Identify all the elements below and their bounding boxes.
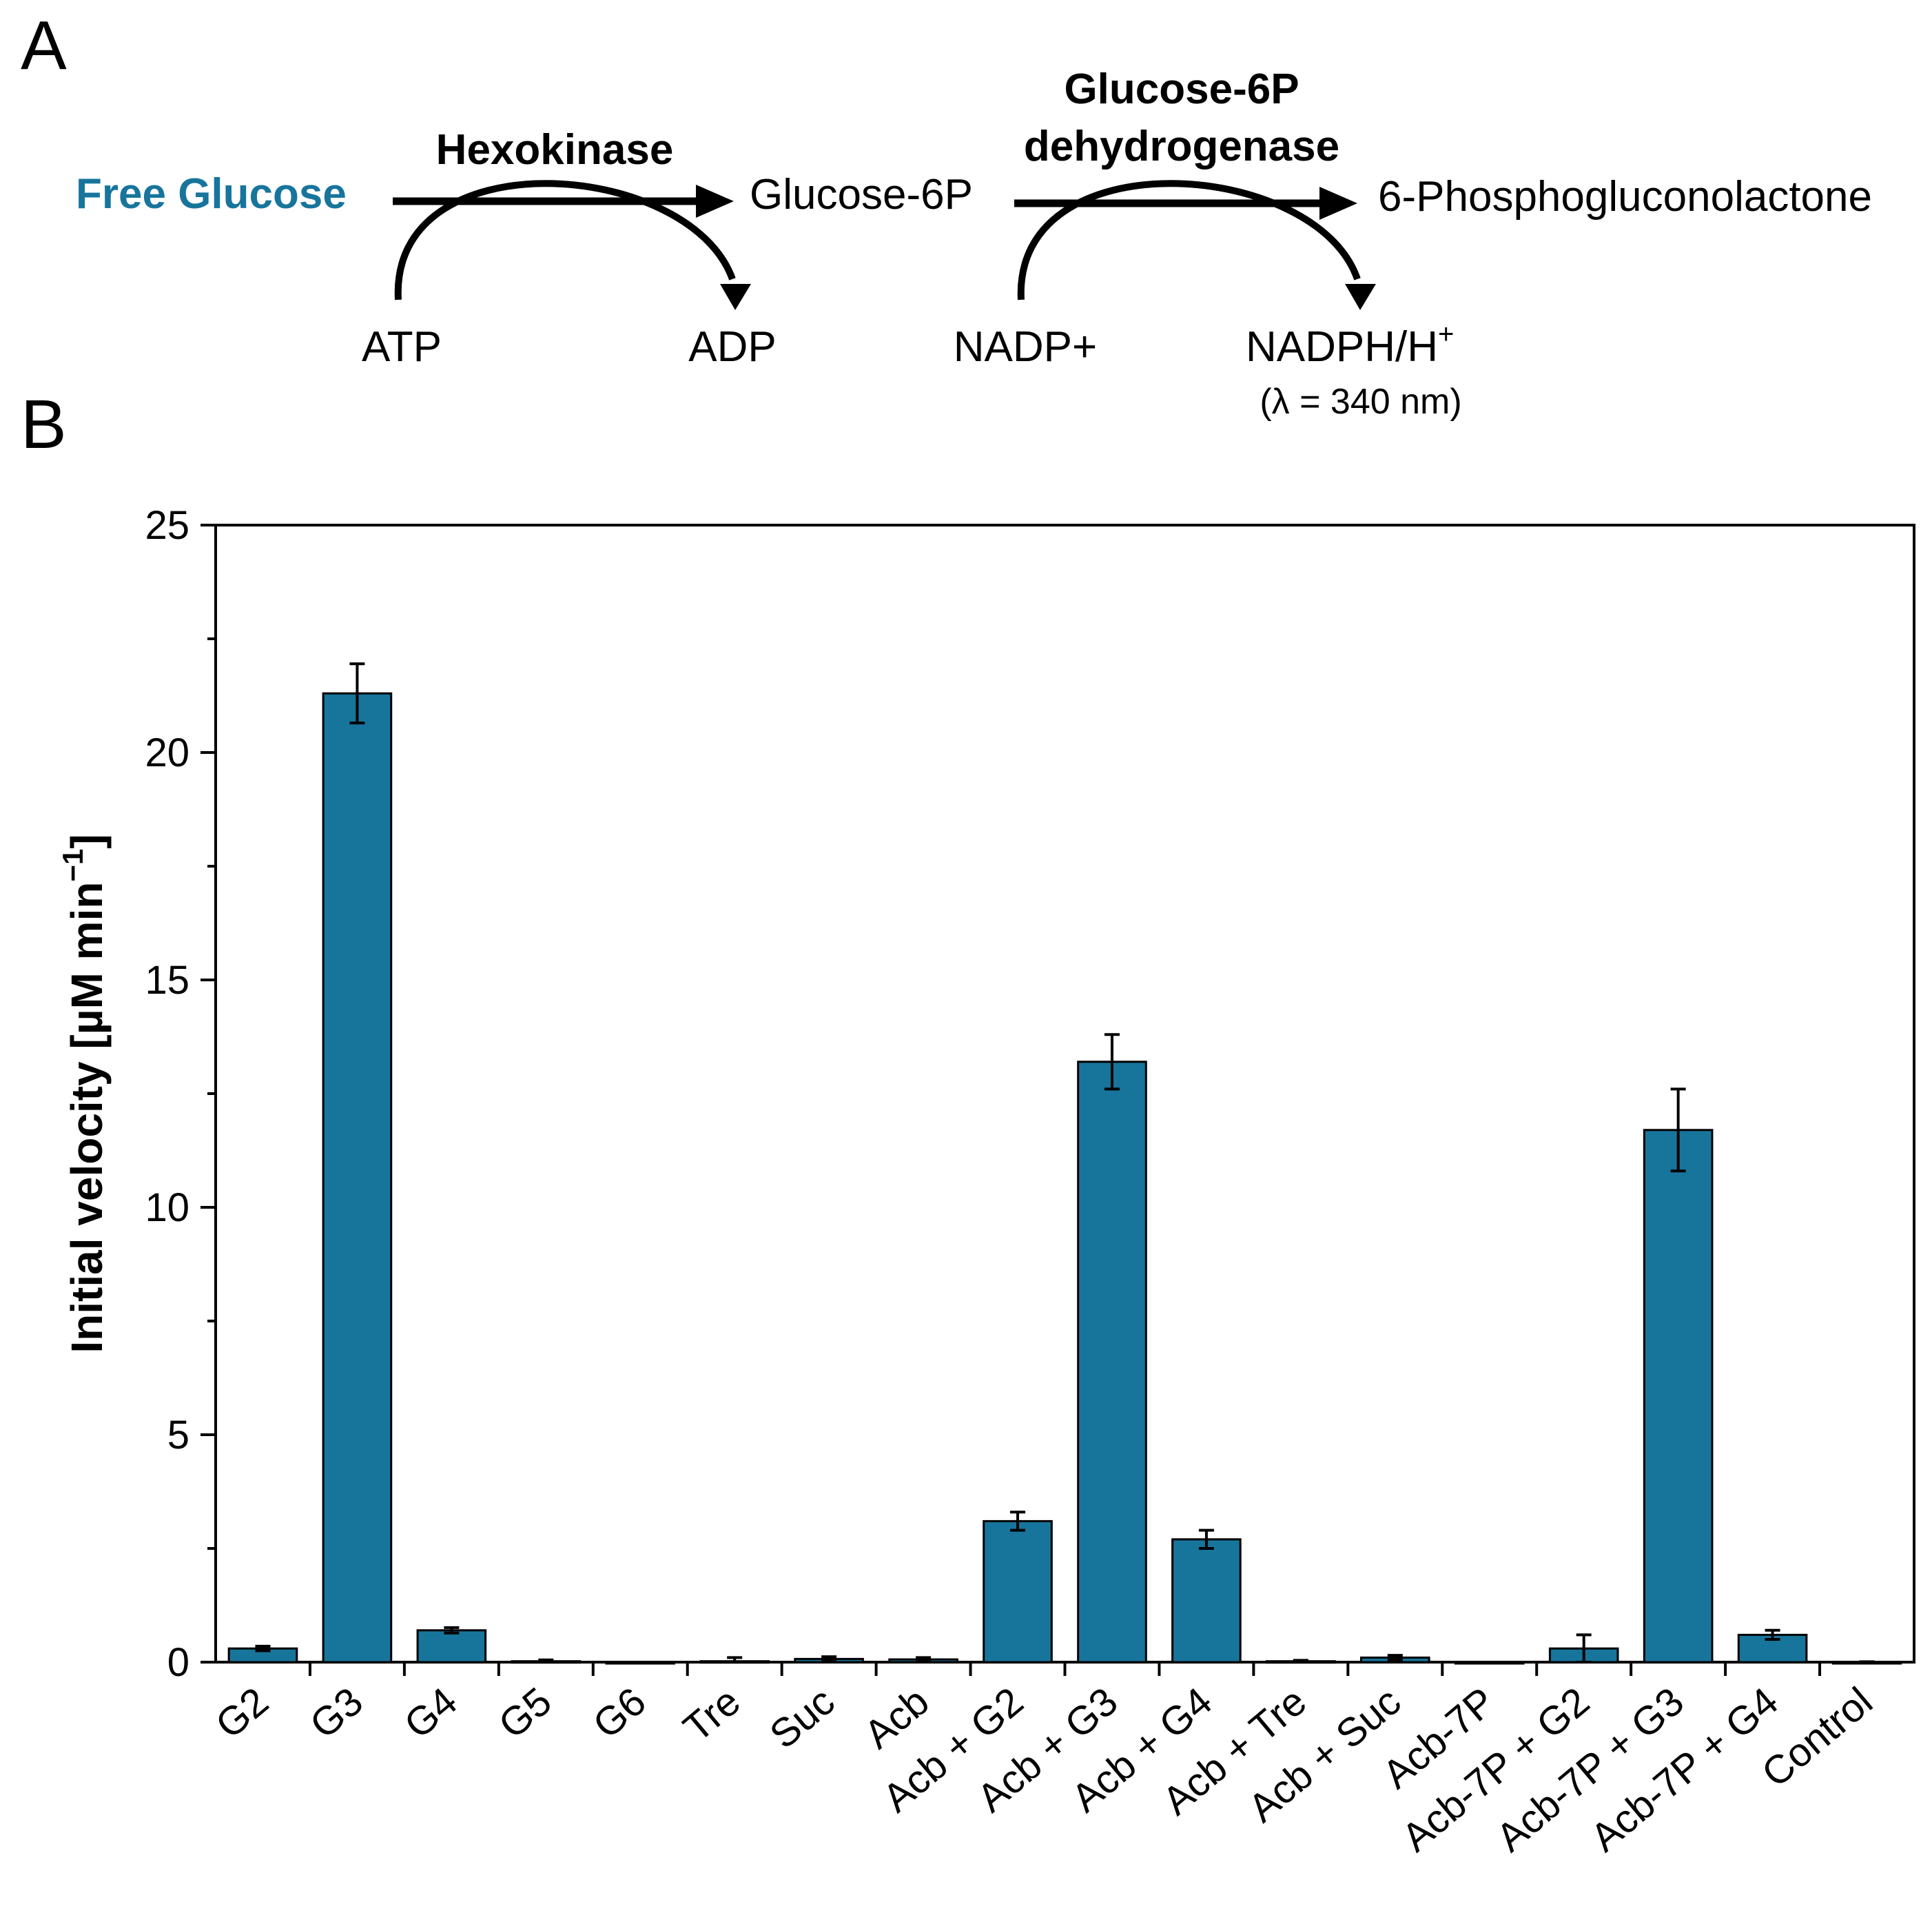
x-axis-ticks — [308, 1662, 1822, 1676]
nadp-nadph-arrowhead — [1345, 284, 1376, 310]
panel-b-label: B — [21, 386, 67, 463]
y-tick-label: 0 — [167, 1640, 189, 1685]
error-bar — [1670, 1087, 1686, 1173]
atp-adp-curved-arrow — [394, 180, 736, 300]
bar — [1077, 1061, 1147, 1664]
y-tick-label: 5 — [167, 1413, 189, 1457]
enzyme-g6pdh-label-line1: Glucose-6P — [1064, 65, 1299, 113]
bar — [1171, 1538, 1242, 1664]
error-bar — [727, 1656, 743, 1664]
error-bar — [1010, 1511, 1026, 1532]
error-bar — [1387, 1654, 1403, 1661]
error-bar — [821, 1655, 837, 1663]
error-bars — [255, 662, 1875, 1664]
x-tick-label: G6 — [585, 1679, 655, 1748]
g6pdh-arrow — [1014, 187, 1357, 220]
error-bar — [1198, 1528, 1214, 1550]
cofactor-atp: ATP — [362, 323, 442, 371]
y-tick-label: 10 — [145, 1185, 189, 1230]
error-bar — [349, 662, 365, 725]
error-bar — [1859, 1660, 1875, 1664]
error-bar — [1576, 1633, 1592, 1664]
panel-a: A Free Glucose Hexokinase Glucose-6P Glu… — [21, 7, 1872, 422]
substrate-free-glucose: Free Glucose — [76, 170, 347, 218]
wavelength-note: (λ = 340 nm) — [1260, 382, 1461, 422]
error-bar — [444, 1626, 460, 1635]
error-bar — [538, 1658, 554, 1664]
x-tick-label: G4 — [396, 1679, 466, 1748]
bar — [1643, 1129, 1714, 1664]
bar — [1454, 1661, 1525, 1665]
y-tick-label: 15 — [145, 958, 189, 1003]
y-axis-label: Initial velocity [µM min−1] — [56, 834, 112, 1353]
bar — [605, 1661, 676, 1665]
x-tick-label: G2 — [207, 1679, 277, 1748]
error-bar — [1293, 1659, 1308, 1664]
error-bar — [1104, 1033, 1120, 1091]
x-tick-label: Suc — [761, 1679, 843, 1757]
y-axis-ticks: 0 5 10 15 20 25 — [145, 503, 216, 1685]
cofactor-nadp: NADP+ — [954, 323, 1097, 371]
error-bar — [255, 1644, 271, 1652]
panel-a-label: A — [21, 7, 67, 84]
cofactor-nadph: NADPH/H+ — [1246, 319, 1454, 371]
y-tick-label: 20 — [145, 730, 189, 775]
x-tick-label: Control — [1754, 1679, 1881, 1796]
atp-adp-arrowhead — [720, 284, 751, 310]
bar — [983, 1519, 1053, 1664]
x-tick-label: G3 — [302, 1679, 371, 1748]
bars — [227, 692, 1902, 1665]
hexokinase-arrow — [393, 185, 734, 218]
y-tick-label: 25 — [145, 503, 189, 548]
error-bar — [916, 1656, 932, 1663]
x-tick-label: G5 — [491, 1679, 560, 1748]
nadp-nadph-curved-arrow — [1017, 180, 1361, 300]
enzyme-g6pdh-label-line2: dehydrogenase — [1024, 123, 1339, 170]
bar — [416, 1629, 487, 1664]
x-tick-label: Tre — [675, 1679, 749, 1750]
bar — [322, 692, 393, 1664]
error-bar — [1765, 1628, 1780, 1641]
cofactor-adp: ADP — [688, 323, 776, 371]
product-6-phosphogluconolactone: 6-Phosphogluconolactone — [1378, 173, 1872, 221]
enzyme-hexokinase-label: Hexokinase — [436, 126, 674, 174]
intermediate-glucose-6p: Glucose-6P — [750, 171, 973, 218]
